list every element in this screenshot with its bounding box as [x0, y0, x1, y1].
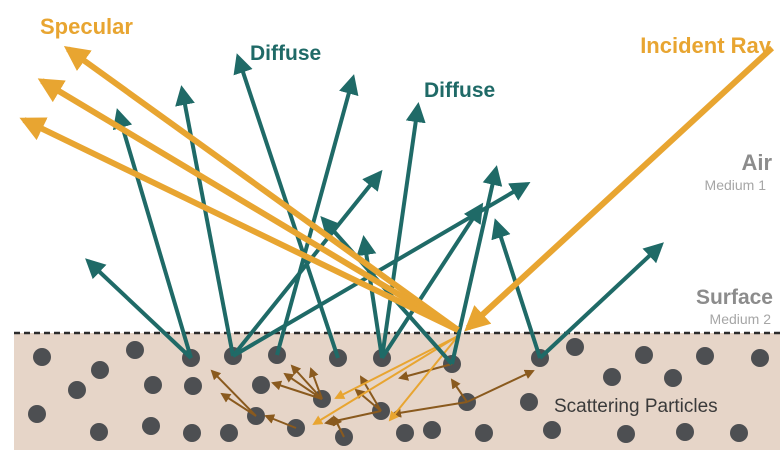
incident-ray-arrow — [464, 45, 775, 332]
internal-scatter-arrow — [309, 367, 323, 400]
particle — [220, 424, 238, 442]
diffuse-arrow — [231, 181, 531, 358]
medium-1-label: Medium 1 — [705, 177, 767, 193]
specular-arrow — [63, 46, 460, 333]
particle — [635, 346, 653, 364]
particle — [126, 341, 144, 359]
internal-scatter-arrow — [271, 380, 323, 400]
diffuse-arrow — [320, 216, 454, 366]
diffuse-arrow — [85, 258, 193, 360]
particle — [144, 376, 162, 394]
particle — [142, 417, 160, 435]
refracted-ray-arrow — [312, 335, 459, 426]
internal-scatter-arrow — [354, 388, 382, 412]
particle — [475, 424, 493, 442]
particle — [252, 376, 270, 394]
internal-scatter-arrow — [220, 392, 257, 417]
medium-2-label: Medium 2 — [710, 311, 772, 327]
internal-scatter-arrow — [324, 410, 382, 427]
refracted-ray-arrow — [388, 335, 459, 422]
particle — [603, 368, 621, 386]
incident-ray-label: Incident Ray — [640, 33, 772, 58]
internal-scatter-arrow — [283, 372, 323, 400]
particle — [696, 347, 714, 365]
internal-scatter-arrow — [290, 364, 323, 400]
air-label: Air — [741, 150, 772, 175]
internal-scatter-arrow — [391, 401, 468, 418]
particle — [664, 369, 682, 387]
particle — [28, 405, 46, 423]
particle — [566, 338, 584, 356]
scattering-particles-label: Scattering Particles — [554, 396, 718, 417]
diffuse-arrow — [491, 218, 542, 359]
particle — [730, 424, 748, 442]
internal-scatter-arrow — [450, 378, 468, 403]
particle — [676, 423, 694, 441]
diffuse-arrow — [450, 165, 503, 365]
diffuse-arrow — [380, 202, 484, 360]
diffuse-arrow — [112, 108, 193, 359]
particle — [68, 381, 86, 399]
particle — [33, 348, 51, 366]
particle — [543, 421, 561, 439]
particle — [520, 393, 538, 411]
specular-arrows — [19, 45, 775, 333]
particle — [423, 421, 441, 439]
particle — [617, 425, 635, 443]
particle — [90, 423, 108, 441]
diffuse-label-left: Diffuse — [250, 42, 321, 65]
diffuse-arrow — [175, 85, 235, 357]
specular-arrow — [37, 78, 460, 333]
internal-scatter-arrow — [210, 369, 257, 417]
diffuse-arrow — [380, 102, 426, 359]
internal-scatter-arrow — [466, 369, 535, 403]
diffuse-arrow — [538, 242, 664, 360]
internal-scatter-arrow — [264, 414, 297, 429]
specular-label: Specular — [40, 14, 133, 39]
diffuse-arrow — [356, 235, 384, 359]
particle — [184, 377, 202, 395]
surface-label: Surface — [696, 286, 773, 309]
internal-scatter-arrow — [398, 363, 453, 381]
scattering-particles — [28, 338, 769, 446]
particle — [751, 349, 769, 367]
particle — [91, 361, 109, 379]
specular-arrow — [19, 117, 460, 333]
diffuse-label-right: Diffuse — [424, 79, 495, 102]
diffuse-arrows — [85, 53, 664, 366]
particle — [396, 424, 414, 442]
particle — [183, 424, 201, 442]
diffuse-arrow — [275, 74, 359, 356]
